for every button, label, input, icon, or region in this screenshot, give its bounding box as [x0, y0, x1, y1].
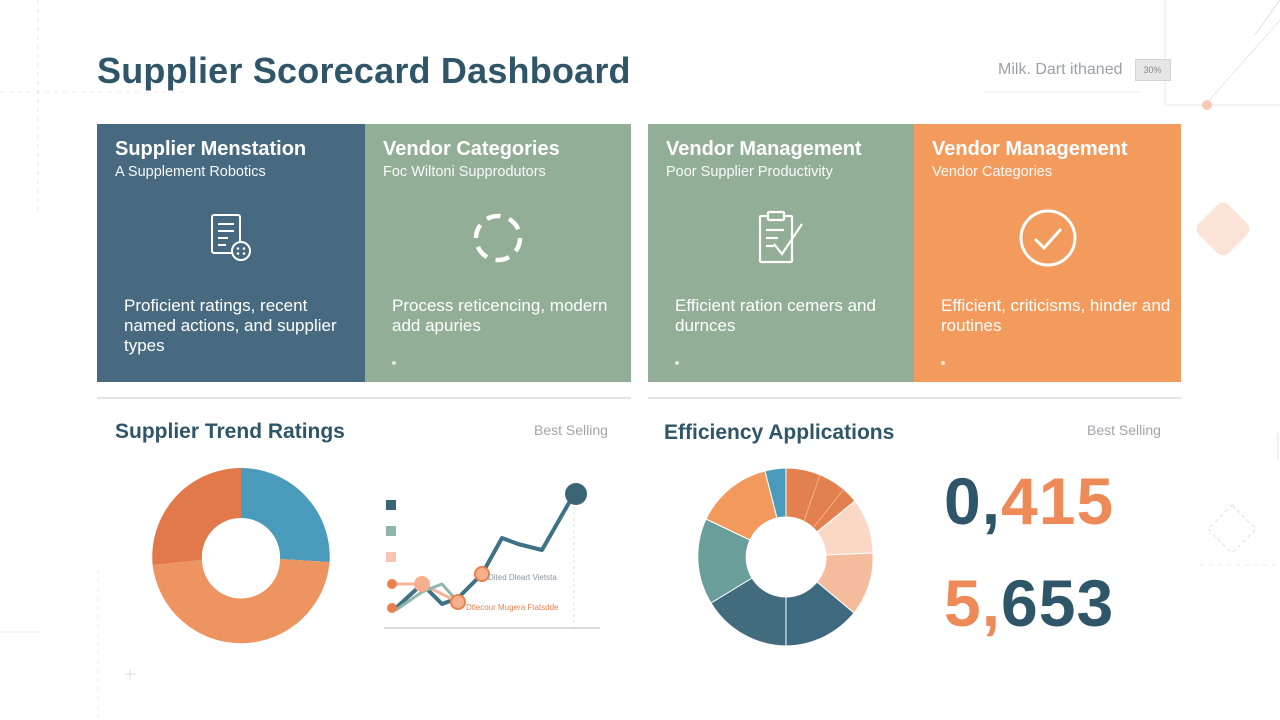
best-selling-label[interactable]: Best Selling: [1087, 422, 1161, 438]
header-badge[interactable]: 30%: [1134, 59, 1171, 81]
card-description: Proficient ratings, recent named actions…: [124, 296, 337, 355]
metric-value-1: 0,415: [944, 468, 1114, 534]
document-list-icon: [199, 206, 263, 270]
page-title: Supplier Scorecard Dashboard: [97, 50, 631, 91]
legend-marker: [386, 552, 396, 562]
supplier-trend-title: Supplier Trend Ratings: [115, 420, 345, 443]
supplier-trend-line-chart: Dited Dleart Vietsta Dtlecour Mugera Fta…: [384, 483, 600, 629]
legend-marker: [386, 500, 396, 510]
card-title: Vendor Management: [932, 138, 1128, 160]
legend-marker: [386, 526, 396, 536]
loading-spinner-icon: [466, 206, 530, 270]
card-description: Process reticencing, modern add apuries: [392, 296, 608, 335]
card-dot: [675, 361, 679, 365]
card-vendor-management[interactable]: Vendor Management Poor Supplier Producti…: [648, 124, 914, 382]
header-meta-text: Milk. Dart ithaned: [998, 61, 1123, 78]
card-title: Supplier Menstation: [115, 138, 307, 160]
card-subtitle: Vendor Categories: [932, 164, 1053, 180]
card-title: Vendor Categories: [383, 138, 560, 160]
metric-emphasis: 415: [1001, 464, 1115, 538]
supplier-donut-chart: [152, 468, 330, 644]
card-subtitle: Foc Wiltoni Supprodutors: [383, 164, 546, 180]
card-dot: [941, 361, 945, 365]
card-vendor-categories[interactable]: Vendor Categories Foc Wiltoni Supproduto…: [365, 124, 631, 382]
card-supplier-menstation[interactable]: Supplier Menstation A Supplement Robotic…: [97, 124, 365, 382]
card-dot: [392, 361, 396, 365]
efficiency-donut-chart: [697, 467, 874, 647]
header-meta-area: Milk. Dart ithaned 30%: [998, 59, 1171, 81]
card-subtitle: A Supplement Robotics: [115, 164, 266, 180]
check-circle-icon: [1016, 206, 1080, 270]
card-title: Vendor Management: [666, 138, 862, 160]
metric-suffix: 653: [1001, 566, 1115, 640]
best-selling-label[interactable]: Best Selling: [534, 422, 608, 438]
trend-line-label: Dtlecour Mugera Ftatsdde: [466, 603, 559, 612]
card-description: Efficient ration cemers and durnces: [675, 296, 876, 335]
metric-prefix: 0,: [944, 464, 1002, 538]
clipboard-check-icon: [749, 206, 813, 270]
efficiency-applications-title: Efficiency Applications: [664, 421, 895, 444]
card-description: Efficient, criticisms, hinder and routin…: [941, 296, 1171, 335]
metric-emphasis: 5,: [944, 566, 1002, 640]
metric-value-2: 5,653: [944, 570, 1114, 636]
trend-line-label: Dited Dleart Vietsta: [488, 573, 557, 582]
card-vendor-management-orange[interactable]: Vendor Management Vendor Categories Effi…: [914, 124, 1181, 382]
card-subtitle: Poor Supplier Productivity: [666, 164, 833, 180]
